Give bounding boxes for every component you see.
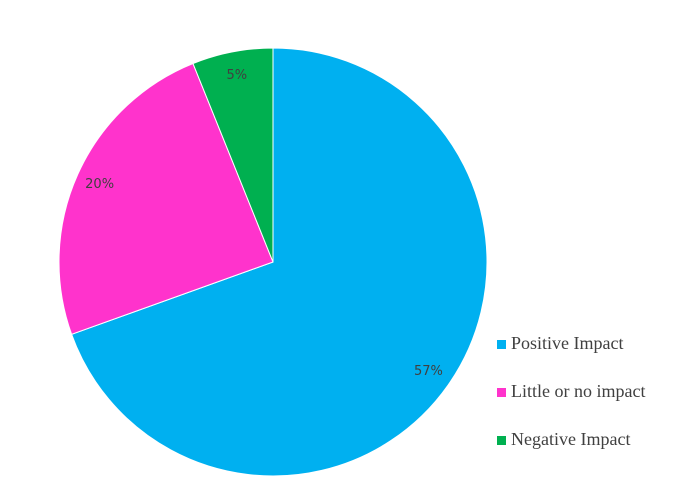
pie-slice [58, 62, 274, 335]
data-label: 57% [414, 364, 443, 379]
legend-swatch [497, 436, 506, 445]
pie-slice [70, 47, 488, 477]
pie-slice [192, 47, 274, 263]
legend-swatch [497, 388, 506, 397]
data-label: 5% [227, 68, 248, 83]
legend-label: Negative Impact [511, 429, 630, 449]
legend-label: Positive Impact [511, 333, 623, 353]
legend-swatch [497, 340, 506, 349]
data-label: 20% [85, 177, 114, 192]
legend-label: Little or no impact [511, 381, 645, 401]
